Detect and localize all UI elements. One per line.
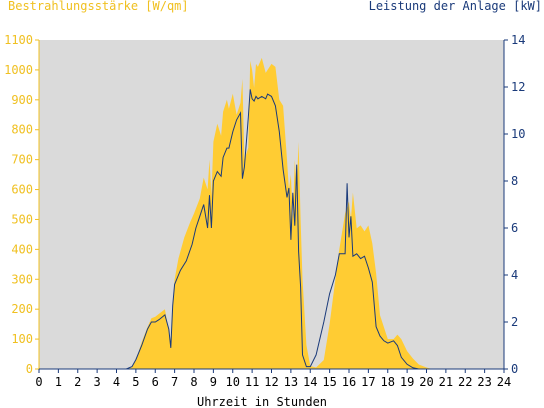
irradiance-area [39, 57, 504, 370]
x-tick-label: 9 [210, 375, 217, 389]
left-tick-label: 500 [11, 212, 33, 226]
power-line [39, 89, 504, 370]
x-tick-label: 4 [113, 375, 120, 389]
left-tick-label: 200 [11, 302, 33, 316]
x-tick-label: 6 [152, 375, 159, 389]
x-tick-label: 5 [132, 375, 139, 389]
x-ticks: 0 1 2 3 4 5 6 7 8 9 10 11 12 13 14 15 16 17 18 19 20 21 22 23 24 [35, 369, 511, 389]
right-tick-label: 2 [511, 315, 518, 329]
left-tick-label: 100 [11, 332, 33, 346]
power-series-layer [39, 89, 504, 370]
x-tick-label: 12 [264, 375, 278, 389]
left-tick-label: 400 [11, 242, 33, 256]
left-tick-label: 1100 [4, 33, 33, 47]
x-tick-label: 8 [190, 375, 197, 389]
right-tick-label: 0 [511, 362, 518, 376]
right-tick-label: 4 [511, 268, 518, 282]
left-tick-label: 1000 [4, 63, 33, 77]
right-axis-title: Leistung der Anlage [kW] [369, 0, 542, 13]
x-tick-label: 24 [497, 375, 511, 389]
x-tick-label: 1 [55, 375, 62, 389]
right-tick-label: 12 [511, 80, 525, 94]
x-tick-label: 3 [94, 375, 101, 389]
left-tick-label: 700 [11, 153, 33, 167]
right-tick-label: 10 [511, 127, 525, 141]
x-tick-label: 14 [303, 375, 317, 389]
left-tick-label: 0 [26, 362, 33, 376]
x-tick-label: 15 [322, 375, 336, 389]
left-tick-label: 600 [11, 183, 33, 197]
right-y-ticks: 0 2 4 6 8 10 12 14 [504, 33, 525, 376]
x-tick-label: 21 [439, 375, 453, 389]
x-axis-title: Uhrzeit in Stunden [197, 395, 327, 408]
x-tick-label: 10 [226, 375, 240, 389]
irradiance-series-layer [39, 57, 504, 370]
x-tick-label: 19 [400, 375, 414, 389]
x-tick-label: 0 [35, 375, 42, 389]
x-tick-label: 2 [74, 375, 81, 389]
left-tick-label: 800 [11, 123, 33, 137]
x-tick-label: 20 [419, 375, 433, 389]
x-tick-label: 23 [477, 375, 491, 389]
x-tick-label: 18 [381, 375, 395, 389]
x-tick-label: 13 [284, 375, 298, 389]
x-tick-label: 11 [245, 375, 259, 389]
left-tick-label: 900 [11, 93, 33, 107]
x-tick-label: 22 [458, 375, 472, 389]
left-y-ticks: 0 100 200 300 400 500 600 700 800 900 1000 1100 [4, 33, 39, 376]
x-tick-label: 16 [342, 375, 356, 389]
left-axis-title: Bestrahlungsstärke [W/qm] [8, 0, 189, 13]
left-tick-label: 300 [11, 272, 33, 286]
right-tick-label: 14 [511, 33, 525, 47]
x-tick-label: 7 [171, 375, 178, 389]
x-tick-label: 17 [361, 375, 375, 389]
right-tick-label: 8 [511, 174, 518, 188]
right-tick-label: 6 [511, 221, 518, 235]
